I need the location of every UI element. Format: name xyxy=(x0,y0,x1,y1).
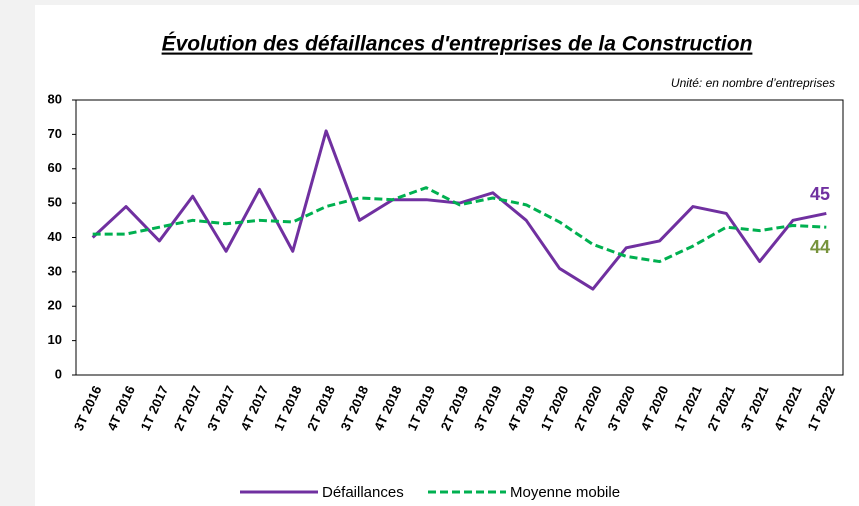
y-tick-label: 50 xyxy=(48,195,62,210)
chart-subtitle: Unité: en nombre d’entreprises xyxy=(671,76,835,90)
y-tick-label: 0 xyxy=(55,366,62,381)
y-tick-label: 10 xyxy=(48,332,62,347)
y-tick-label: 20 xyxy=(48,298,62,313)
y-tick-label: 70 xyxy=(48,126,62,141)
annotation: 44 xyxy=(810,237,830,257)
series-line xyxy=(91,129,827,291)
legend-label: Défaillances xyxy=(322,484,404,501)
legend-label: Moyenne mobile xyxy=(510,484,620,501)
chart-title: Évolution des défaillances d'entreprises… xyxy=(162,33,753,56)
y-tick-label: 80 xyxy=(48,91,62,106)
series-line xyxy=(92,186,827,264)
annotation: 45 xyxy=(810,184,830,204)
chart-panel xyxy=(35,5,859,506)
y-tick-label: 40 xyxy=(48,229,62,244)
y-tick-label: 60 xyxy=(48,160,62,175)
y-tick-label: 30 xyxy=(48,263,62,278)
